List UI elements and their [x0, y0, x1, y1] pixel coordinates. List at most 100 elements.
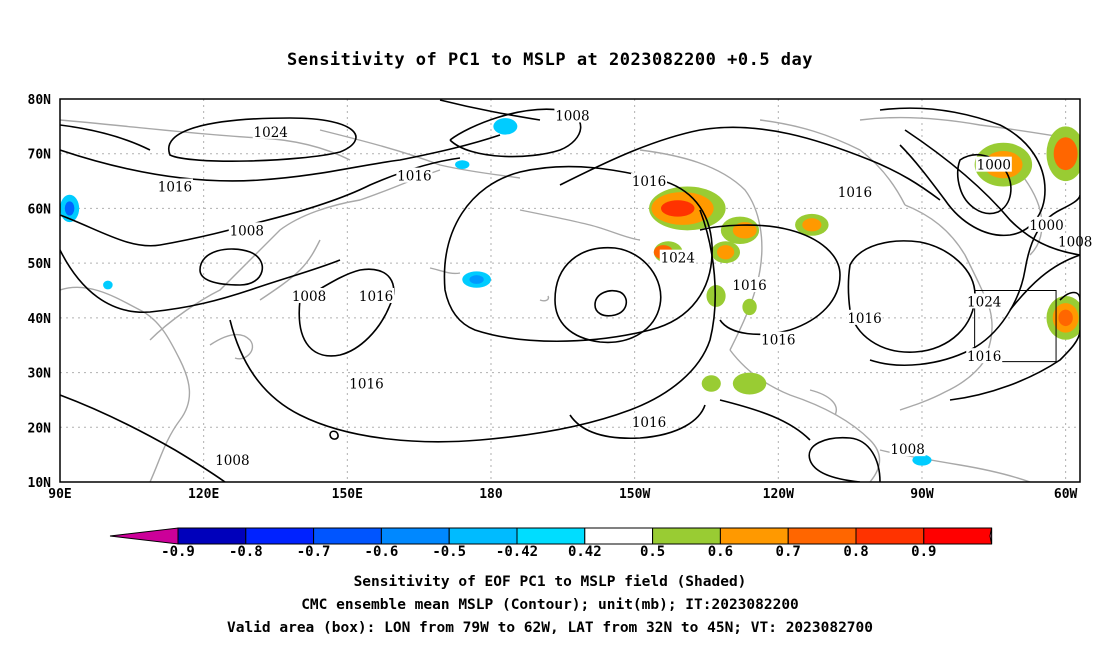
colorbar-level-label: 0.8	[843, 544, 869, 560]
map-frame	[59, 98, 1081, 483]
contour-label-bg	[554, 107, 591, 123]
sensitivity-patch	[732, 372, 767, 395]
contour-label-bg	[291, 287, 328, 303]
contour-label: 1000	[1029, 218, 1063, 234]
contour-label: 1016	[632, 415, 666, 431]
contour-label: 1016	[838, 185, 872, 201]
lon-tick-label: 60W	[1054, 487, 1078, 502]
contour-label-bg	[975, 156, 1012, 172]
contour-label: 1016	[732, 278, 766, 294]
contour-label-bg	[631, 413, 668, 429]
colorbar-segment	[313, 527, 382, 545]
sensitivity-patch	[1053, 137, 1078, 171]
colorbar-segment	[584, 527, 654, 545]
page-title: Sensitivity of PC1 to MSLP at 2023082200…	[286, 50, 813, 70]
contour-label-bg	[889, 441, 926, 457]
colorbar-level-label: -0.8	[228, 544, 263, 560]
contour-label: 1016	[632, 174, 666, 190]
contour-label-bg	[966, 348, 1003, 364]
lat-tick-label: 70N	[28, 148, 52, 163]
sensitivity-patch	[493, 118, 518, 135]
colorbar-level-label: 0.42	[567, 544, 602, 560]
colorbar-level-label: -0.42	[495, 544, 539, 560]
contour-label-bg	[731, 277, 768, 293]
sensitivity-patch	[717, 245, 735, 260]
colorbar-segment	[855, 527, 925, 545]
lon-tick-label: 90W	[910, 487, 934, 502]
colorbar-segment	[719, 527, 789, 545]
contour-label-bg	[214, 452, 251, 468]
contour-label: 1000	[977, 158, 1011, 174]
lat-tick-label: 10N	[28, 476, 52, 491]
sensitivity-patch	[802, 218, 822, 232]
contour-label-bg	[1057, 233, 1094, 249]
sensitivity-patch	[701, 375, 721, 392]
colorbar-arrow-left	[109, 527, 179, 545]
latitude-tick-labels: 80N 70N 60N 50N 40N 30N 20N 10N	[28, 93, 52, 491]
sensitivity-patch	[469, 275, 484, 284]
valid-area-box	[974, 290, 1057, 363]
contour-labels: 1008 1024 1016 1016 1016 1016 1000 1000 1008 1008…	[156, 107, 1094, 469]
lon-tick-label: 150W	[619, 487, 650, 502]
sensitivity-patch	[912, 454, 932, 466]
colorbar-level-label: -0.5	[432, 544, 467, 560]
mslp-contours	[60, 99, 1080, 482]
lat-tick-label: 60N	[28, 202, 52, 217]
contour-label-bg	[252, 123, 289, 139]
contour-label-bg	[760, 331, 797, 347]
lat-tick-label: 20N	[28, 421, 52, 436]
contour-label: 1024	[661, 251, 695, 267]
colorbar-segment	[448, 527, 518, 545]
contour-label-bg	[846, 309, 883, 325]
sensitivity-patch	[455, 160, 470, 170]
contour-label: 1016	[761, 333, 795, 349]
caption-contour: CMC ensemble mean MSLP (Contour); unit(m…	[301, 597, 799, 613]
contour-label-bg	[659, 249, 696, 265]
colorbar-segment	[245, 527, 315, 545]
contour-label: 1008	[555, 108, 589, 124]
longitude-tick-labels: 90E 120E 150E 180 150W 120W 90W 60W	[48, 487, 1077, 502]
contour-label: 1024	[254, 125, 288, 141]
lat-tick-label: 40N	[28, 312, 52, 327]
contour-label-bg	[228, 222, 265, 238]
gridlines	[60, 99, 1080, 482]
contour-label: 1016	[397, 169, 431, 185]
contour-label-bg	[358, 287, 395, 303]
sensitivity-patch	[1058, 309, 1073, 327]
sensitivity-patch	[660, 200, 695, 217]
sensitivity-patch	[732, 222, 757, 239]
sensitivity-patch	[103, 280, 113, 290]
contour-label-bg	[348, 375, 385, 391]
contour-label-bg	[836, 184, 873, 200]
colorbar-arrow-right	[989, 527, 993, 545]
contour-label-bg	[1028, 216, 1065, 232]
colorbar-segment	[923, 527, 993, 545]
contour-label: 1016	[847, 311, 881, 327]
sensitivity-patch	[64, 201, 75, 216]
lat-tick-label: 50N	[28, 257, 52, 272]
lat-tick-label: 80N	[28, 93, 52, 108]
colorbar-segment	[787, 527, 857, 545]
colorbar-level-label: -0.7	[296, 544, 331, 560]
colorbar-level-label: -0.6	[364, 544, 399, 560]
sensitivity-patch	[742, 298, 757, 316]
lat-tick-label: 30N	[28, 367, 52, 382]
colorbar-segment	[652, 527, 721, 545]
contour-label: 1008	[215, 453, 249, 469]
contour-label: 1016	[158, 180, 192, 196]
caption-shading: Sensitivity of EOF PC1 to MSLP field (Sh…	[353, 574, 747, 590]
colorbar-level-label: 0.9	[911, 544, 937, 560]
lon-tick-label: 150E	[332, 487, 363, 502]
colorbar-level-label: 0.5	[639, 544, 666, 560]
sensitivity-patch	[706, 285, 726, 307]
contour-label: 1016	[349, 377, 383, 393]
contour-label: 1008	[292, 289, 326, 305]
caption-valid-area: Valid area (box): LON from 79W to 62W, L…	[226, 620, 873, 636]
colorbar-level-label: -0.9	[161, 544, 195, 560]
colorbar-level-label: 0.6	[707, 544, 734, 560]
contour-label: 1008	[890, 442, 924, 458]
contour-label-bg	[966, 293, 1003, 309]
lon-tick-label: 90E	[48, 487, 71, 502]
contour-label-bg	[631, 173, 668, 189]
lon-tick-label: 120E	[188, 487, 219, 502]
